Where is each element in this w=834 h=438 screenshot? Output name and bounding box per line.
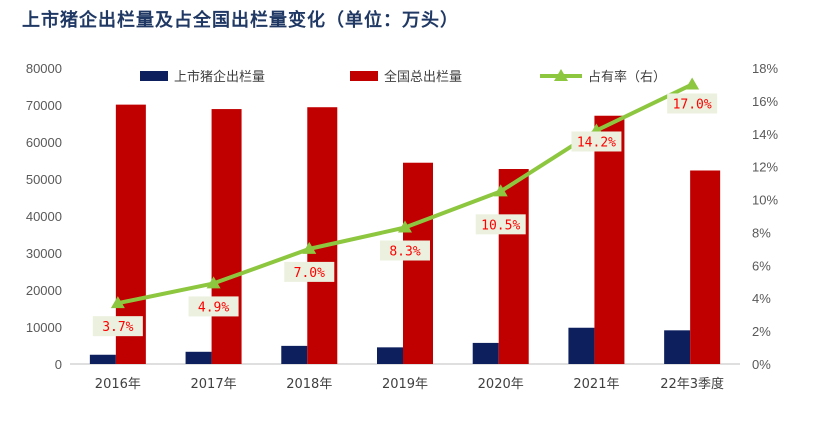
legend-label-listed: 上市猪企出栏量 [174,69,265,85]
legend-swatch-national [350,71,378,81]
bar-listed [568,327,595,364]
category-label: 2020年 [478,377,524,392]
data-label-box [380,240,430,261]
data-label: 3.7% [102,320,133,335]
share-point [493,184,508,197]
data-label: 8.3% [389,245,420,260]
legend-marker-share [554,69,568,81]
share-point [302,241,317,254]
legend-swatch-listed [140,71,168,81]
bars [89,104,721,364]
y2-tick-label: 2% [752,324,771,339]
data-label: 17.0% [673,97,712,112]
share-point [110,296,125,309]
category-label: 2021年 [573,377,619,392]
data-label-box [475,214,526,235]
bar-listed [89,354,116,364]
legend: 上市猪企出栏量 全国总出栏量 占有率（右） [140,69,666,85]
data-label: 4.9% [198,300,229,315]
bar-listed [281,345,308,364]
data-label: 7.0% [294,266,325,281]
bar-national [307,107,338,364]
y-tick-label: 10000 [26,320,62,335]
bar-national [594,115,625,364]
data-labels: 3.7% 4.9% 7.0% 8.3% 10.5% 14.2% 17.0% [92,93,718,337]
y-tick-label: 60000 [26,135,62,150]
share-point [398,220,412,233]
category-label: 2019年 [382,377,428,392]
chart-title: 上市猪企出栏量及占全国出栏量变化（单位：万头） [22,10,459,31]
y2-tick-label: 6% [752,258,771,273]
y2-tick-label: 0% [752,357,771,372]
y2-tick-label: 16% [752,94,778,109]
bar-listed [377,347,403,364]
bar-national [211,109,242,364]
data-label: 14.2% [577,135,616,150]
y-tick-label: 0 [55,357,62,372]
category-label: 2018年 [286,377,332,392]
bar-national [690,170,721,364]
bar-national [403,162,433,364]
data-label-box [188,296,239,317]
bar-listed [664,330,691,364]
right-axis: 0% 2% 4% 6% 8% 10% 12% 14% 16% 18% [752,61,778,372]
y2-tick-label: 10% [752,193,778,208]
data-label-box [284,261,335,282]
y-tick-label: 80000 [26,61,62,76]
y-tick-label: 40000 [26,209,62,224]
category-label: 2016年 [95,377,141,392]
y2-tick-label: 8% [752,225,771,240]
category-labels: 2016年 2017年 2018年 2019年 2020年 2021年 22年3季度 [95,376,724,392]
bar-listed [185,351,212,364]
category-label: 2017年 [191,377,237,392]
y2-tick-label: 4% [752,291,771,306]
share-point [685,77,700,90]
y-tick-label: 30000 [26,246,62,261]
y-tick-label: 70000 [26,98,62,113]
bar-national [498,169,529,364]
data-label-box [667,93,718,114]
bar-listed [472,342,499,364]
data-label-box [571,131,622,152]
y-tick-label: 20000 [26,283,62,298]
y2-tick-label: 18% [752,61,778,76]
category-label: 22年3季度 [660,376,724,392]
left-axis: 0 10000 20000 30000 40000 50000 60000 70000 8000… [26,61,62,372]
legend-label-share: 占有率（右） [588,69,666,85]
legend-label-national: 全国总出栏量 [384,69,462,85]
y2-tick-label: 12% [752,160,778,175]
y-tick-label: 50000 [26,172,62,187]
share-point [206,276,221,289]
data-label: 10.5% [481,218,520,233]
y2-tick-label: 14% [752,127,778,142]
data-label-box [92,316,143,337]
